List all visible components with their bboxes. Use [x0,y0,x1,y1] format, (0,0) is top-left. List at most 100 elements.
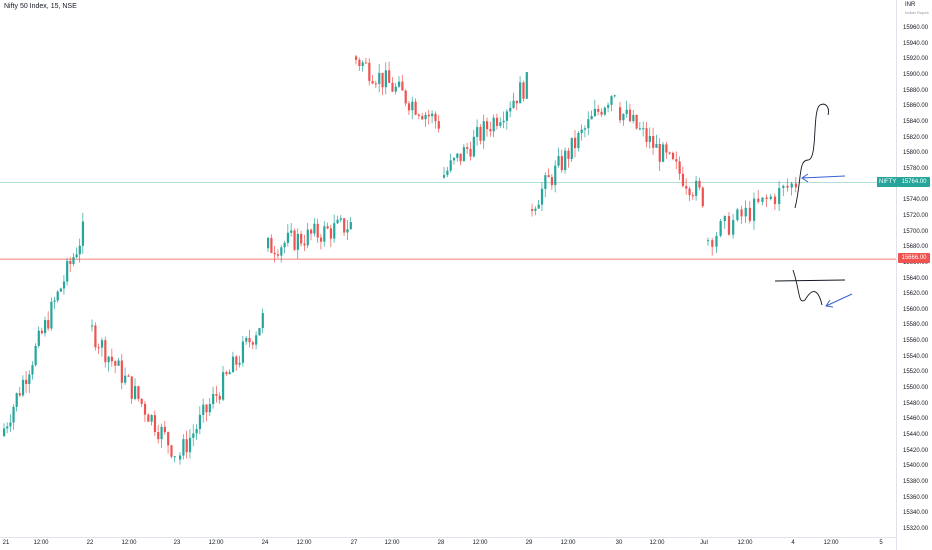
candle-body [695,180,698,196]
candle-body [28,374,31,385]
candle-body [323,226,326,242]
candle-body [329,228,333,239]
candle-body [143,403,147,415]
candle-body [668,152,671,154]
candle-body [662,144,665,162]
candle-body [59,288,62,292]
candle-body [547,175,550,178]
candle-body [153,415,157,432]
candle-body [270,237,273,253]
price-tick-label: 15480.00 [903,400,929,407]
price-tick-label: 15800.00 [903,150,929,157]
price-tick-label: 15900.00 [903,71,929,78]
price-tick-label: 15620.00 [903,291,929,298]
candle-body [100,340,104,348]
candle-body [47,320,50,329]
candle-body [188,437,192,453]
candle-body [786,185,789,188]
candle-body [698,180,701,188]
candle-body [711,240,714,247]
price-tick-label: 15320.00 [903,526,929,532]
price-axis-divider [896,0,897,550]
candle-body [104,340,107,363]
candle-body [222,372,225,400]
candle-body [748,207,752,221]
candle-body [50,301,53,329]
candle-body [18,393,21,396]
candle-body [554,165,557,186]
candle-body [773,196,777,205]
time-tick-label: 5 [879,540,883,546]
candle-body [449,160,452,171]
candle-body [512,100,515,108]
candle-body [286,232,290,243]
candle-body [56,291,59,301]
currency-code: INR [905,2,916,8]
time-tick-label: 12:00 [649,540,665,546]
candle-body [769,196,772,199]
candle-body [688,188,691,196]
price-tick-label: 15380.00 [903,479,929,486]
time-tick-label: 27 [350,540,358,546]
candle-body [339,218,342,220]
candle-body [502,120,505,123]
candle-body [170,445,173,457]
candle-body [421,115,424,120]
candle-body [655,143,658,148]
price-tick-label: 15920.00 [903,56,929,63]
time-tick-label: 12:00 [33,540,49,546]
candle-body [707,240,710,242]
candle-body [446,170,449,176]
candle-body [218,395,221,400]
price-tick-label: 15820.00 [903,134,929,141]
candle-body [658,143,661,162]
arrow-down-left-icon [825,293,853,308]
candle-body [72,257,75,264]
candle-body [3,428,6,437]
candle-body [235,356,238,365]
candle-body [628,109,632,122]
candle-body [205,404,208,413]
candle-body [732,220,735,235]
time-tick-label: 12:00 [121,540,137,546]
candle-body [343,218,346,233]
candle-body [492,117,495,132]
candle-body [12,406,15,423]
candle-body [723,216,726,222]
candle-body [525,72,528,99]
time-tick-label: 21 [2,540,10,546]
time-tick-label: 12:00 [823,540,839,546]
candle-body [577,132,580,149]
price-tick-label: 15740.00 [903,197,929,204]
candle-body [499,122,502,126]
candle-body [368,62,371,81]
candle-body [482,121,485,141]
time-tick-label: 12:00 [384,540,400,546]
price-tick-label: 15540.00 [903,353,929,360]
time-tick-label: 12:00 [296,540,312,546]
price-tick-label: 15440.00 [903,432,929,439]
candle-body [462,147,466,162]
candle-body [671,152,675,160]
candle-body [120,360,123,383]
time-tick-label: 29 [525,540,533,546]
candle-body [607,104,610,108]
candle-body [394,86,397,92]
candle-body [619,107,622,121]
time-axis-divider [0,537,896,538]
candle-body [231,356,235,373]
candle-body [495,117,499,126]
price-tick-label: 15400.00 [903,463,929,470]
candle-body [384,70,387,88]
price-tick-label: 15640.00 [903,275,929,282]
arrow-left-icon [801,173,846,183]
candle-body [276,254,280,256]
candle-body [173,456,176,458]
candle-body [163,426,166,433]
time-tick-label: 23 [173,540,181,546]
price-tick-label: 15680.00 [903,244,929,251]
candle-body [557,156,560,166]
candle-body [192,433,195,438]
